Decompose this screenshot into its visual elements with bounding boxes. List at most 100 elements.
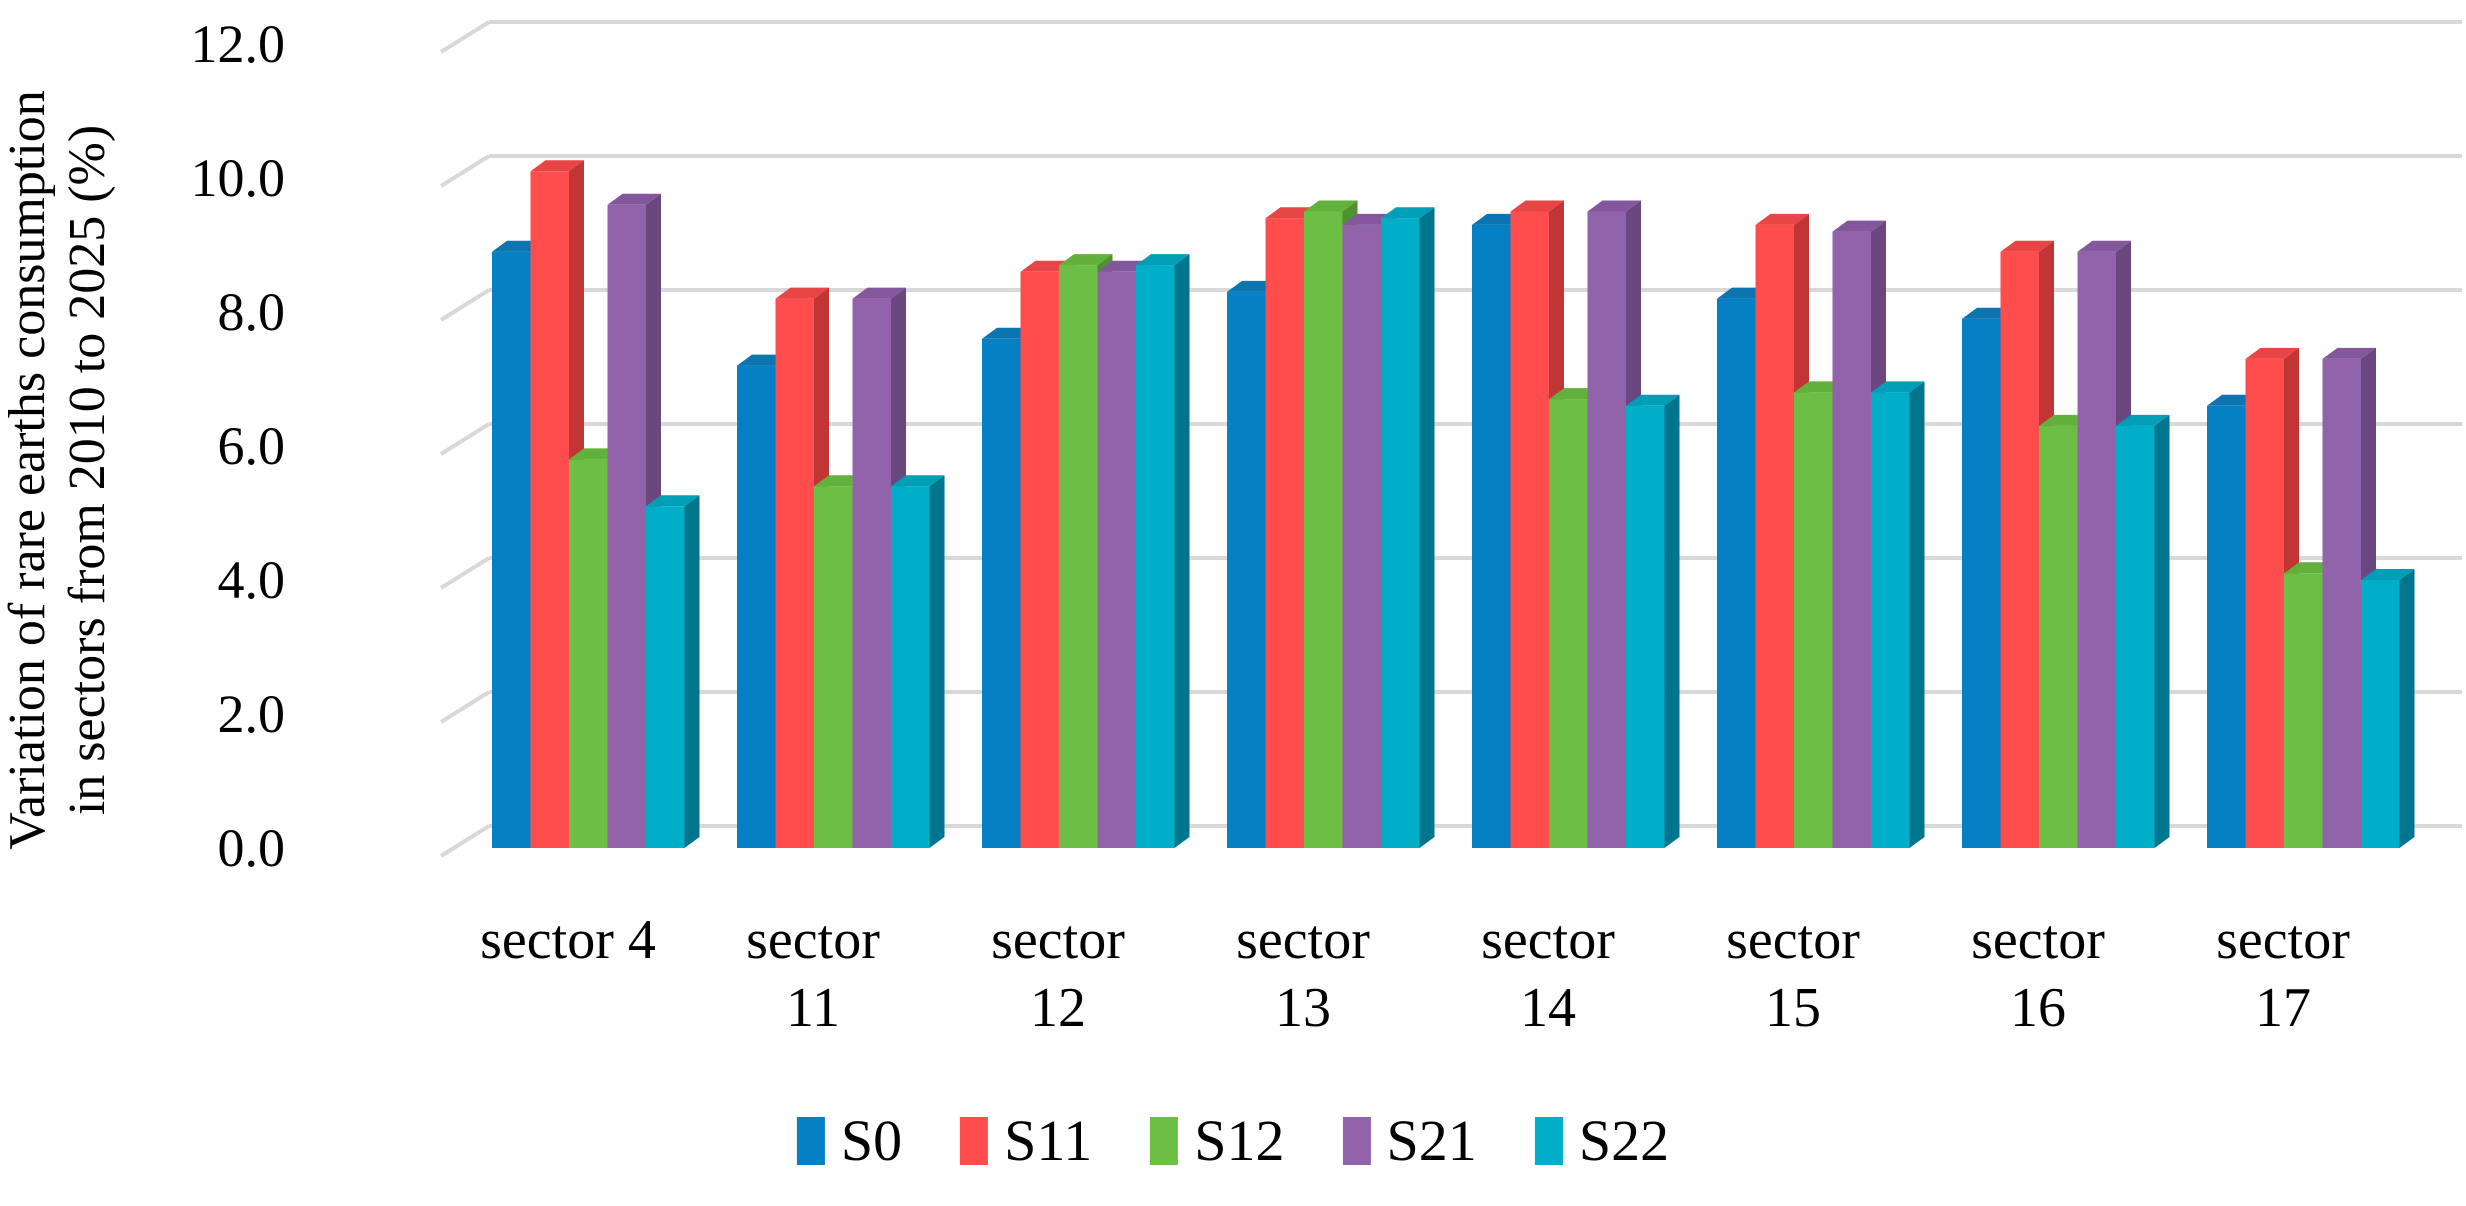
bar-top-S22-2 [1136, 254, 1190, 266]
bar-S0-sector-14 [1472, 224, 1511, 848]
bar-S22-sector-15 [1871, 392, 1910, 848]
x-category-label: sector 16 [1971, 909, 2105, 1039]
legend-item-S0: S0 [796, 1108, 903, 1173]
bar-S11-sector-4 [530, 171, 569, 849]
legend-marker-S12 [1150, 1117, 1179, 1165]
bar-S11-sector-15 [1755, 224, 1794, 848]
bar-top-S22-6 [2116, 414, 2170, 426]
legend-label: S21 [1386, 1108, 1477, 1173]
bar-S12-sector-17 [2284, 573, 2323, 848]
bar-top-S11-0 [530, 160, 584, 172]
bar-side-S22-7 [2399, 569, 2415, 848]
y-tick-label: 10.0 [191, 148, 286, 208]
legend-item-S11: S11 [960, 1112, 1092, 1170]
legend-marker-S21 [1342, 1117, 1371, 1165]
bar-S0-sector-17 [2207, 405, 2246, 848]
bar-S0-sector-4 [492, 251, 531, 848]
bar-top-S11-6 [2000, 240, 2054, 252]
bar-S12-sector-4 [569, 459, 608, 848]
x-category-label: sector 12 [991, 909, 1125, 1039]
y-tick-label: 4.0 [218, 550, 286, 610]
bar-S11-sector-17 [2245, 358, 2284, 848]
gridline-elbow [439, 154, 491, 188]
bar-S12-sector-14 [1549, 399, 1588, 848]
bar-top-S22-3 [1381, 207, 1435, 219]
bar-top-S21-6 [2077, 240, 2131, 252]
y-tick-label: 12.0 [191, 14, 286, 74]
bar-S0-sector-16 [1962, 318, 2001, 848]
legend-item-S12: S12 [1150, 1108, 1285, 1173]
bar-top-S22-7 [2361, 569, 2415, 580]
bar-top-S21-5 [1832, 220, 1886, 232]
bar-S21-sector-11 [852, 298, 891, 849]
bar-side-S22-3 [1419, 207, 1435, 848]
bar-S0-sector-11 [737, 365, 776, 848]
legend-label: S12 [1194, 1108, 1285, 1173]
bar-side-S22-5 [1909, 381, 1925, 848]
gridline-elbow [439, 20, 491, 54]
bar-top-S21-0 [607, 193, 661, 205]
bar-S21-sector-4 [607, 204, 646, 849]
legend-marker-S11 [960, 1117, 989, 1165]
bar-S22-sector-12 [1136, 265, 1175, 849]
bar-top-S21-1 [852, 287, 906, 299]
x-category-label: sector 13 [1236, 909, 1370, 1039]
bar-top-S11-1 [775, 287, 829, 299]
bar-S21-sector-15 [1832, 231, 1871, 849]
legend-label: S11 [1004, 1108, 1093, 1173]
bar-side-S22-0 [684, 495, 700, 848]
bar-S11-sector-16 [2000, 251, 2039, 848]
bar-top-S22-5 [1871, 381, 1925, 393]
bar-S11-sector-11 [775, 298, 814, 849]
y-tick-label: 8.0 [218, 282, 286, 342]
y-axis-title: Variation of rare earths consumptionin s… [0, 90, 116, 850]
legend-label: S0 [840, 1108, 903, 1173]
legend-marker-S0 [796, 1117, 825, 1165]
bar-top-S12-2 [1059, 254, 1113, 266]
bar-S22-sector-13 [1381, 218, 1420, 848]
x-category-label: sector 17 [2216, 909, 2350, 1039]
bar-S21-sector-13 [1342, 224, 1381, 848]
bar-top-S21-7 [2322, 347, 2376, 359]
bar-top-S22-4 [1626, 394, 1680, 406]
y-tick-label: 2.0 [218, 684, 286, 744]
bar-S21-sector-14 [1587, 211, 1626, 848]
bar-top-S11-4 [1510, 200, 1564, 212]
gridline-elbow [439, 422, 491, 456]
x-category-label: sector 14 [1481, 909, 1615, 1039]
bar-top-S22-0 [646, 495, 700, 507]
bar-S21-sector-17 [2322, 358, 2361, 848]
bar-S0-sector-15 [1717, 298, 1756, 849]
bar-S0-sector-13 [1227, 291, 1266, 848]
bar-top-S21-4 [1587, 200, 1641, 212]
bar-S12-sector-13 [1304, 211, 1343, 848]
bar-side-S22-1 [929, 475, 945, 848]
bar-side-S22-4 [1664, 394, 1680, 848]
legend-marker-S22 [1534, 1117, 1563, 1165]
gridline-elbow [439, 824, 491, 858]
x-category-label: sector 4 [480, 909, 656, 971]
bar-S12-sector-12 [1059, 265, 1098, 849]
bar-S12-sector-15 [1794, 392, 1833, 848]
bar-S22-sector-4 [646, 506, 685, 848]
x-category-label: sector 15 [1726, 909, 1860, 1039]
bar-S21-sector-12 [1097, 271, 1136, 848]
bar-top-S22-1 [891, 475, 945, 487]
legend-item-S21: S21 [1342, 1108, 1477, 1173]
x-category-label: sector 11 [746, 909, 880, 1039]
bar-S21-sector-16 [2077, 251, 2116, 848]
bar-side-S22-6 [2154, 414, 2170, 848]
gridline-elbow [439, 690, 491, 724]
bar-top-S12-3 [1304, 200, 1358, 212]
bar-side-S22-2 [1174, 254, 1190, 849]
bar-S22-sector-11 [891, 486, 930, 848]
bar-S12-sector-16 [2039, 425, 2078, 848]
bar-top-S11-7 [2245, 347, 2299, 359]
legend-item-S22: S22 [1534, 1112, 1669, 1170]
bar-S22-sector-17 [2361, 580, 2400, 848]
bar-S11-sector-13 [1265, 218, 1304, 848]
chart-legend: S0 S11 S12 S21 S22 [796, 1108, 1669, 1173]
bar-top-S11-5 [1755, 213, 1809, 225]
